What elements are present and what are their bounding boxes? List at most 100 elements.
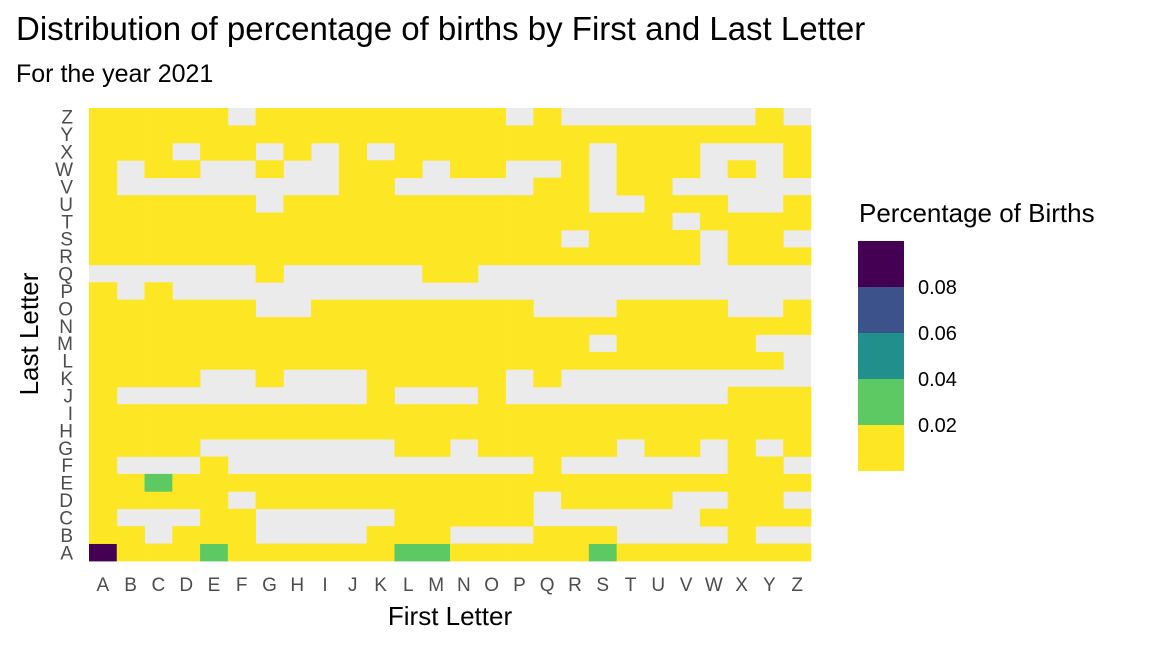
heatmap-cell (89, 282, 118, 301)
heatmap-cell (450, 334, 479, 353)
heatmap-cell (727, 351, 756, 370)
heatmap-cell (699, 543, 729, 562)
heatmap-cell (172, 108, 201, 126)
heatmap-cell (116, 439, 145, 457)
heatmap-cell (422, 247, 451, 266)
y-tick-label: O (58, 299, 73, 320)
heatmap-cell (644, 195, 673, 213)
heatmap-cell (255, 108, 284, 126)
heatmap-cell (366, 404, 395, 423)
heatmap-cell (644, 299, 673, 318)
heatmap-cell (727, 247, 756, 266)
heatmap-cell (422, 351, 451, 370)
heatmap-cell (338, 491, 368, 510)
heatmap-cell (561, 421, 590, 440)
heatmap-cell (450, 247, 479, 266)
heatmap-cell (727, 543, 756, 562)
heatmap-cell (727, 229, 756, 248)
heatmap-cell (505, 543, 534, 562)
heatmap-cell (477, 125, 506, 144)
heatmap-cell (755, 508, 784, 527)
y-tick-label: G (58, 439, 73, 460)
heatmap-cell (394, 317, 423, 335)
heatmap-cell (588, 421, 618, 440)
heatmap-cell (366, 160, 395, 179)
heatmap-cell (172, 229, 201, 248)
heatmap-cell (450, 351, 479, 370)
heatmap-cell (366, 247, 395, 266)
heatmap-cell (89, 421, 118, 440)
heatmap-cell (144, 299, 173, 318)
heatmap-cell (561, 142, 590, 161)
heatmap-cell (311, 404, 340, 423)
heatmap-cell (422, 212, 451, 231)
heatmap-cell (616, 317, 645, 335)
heatmap-cell (477, 543, 506, 562)
heatmap-cell (116, 404, 145, 423)
heatmap-cell (116, 299, 145, 318)
y-tick-label: E (60, 474, 73, 495)
heatmap-cell (311, 195, 340, 213)
heatmap-cell (422, 317, 451, 335)
heatmap-cell (116, 543, 145, 562)
heatmap-cell (394, 299, 423, 318)
heatmap-cell (450, 108, 479, 126)
heatmap-cell (144, 282, 173, 301)
x-tick-label: T (625, 575, 637, 596)
y-tick-label: I (68, 404, 73, 425)
heatmap-cell (89, 229, 118, 248)
heatmap-cell (644, 543, 673, 562)
heatmap-cell (311, 299, 340, 318)
heatmap-cell (783, 142, 812, 161)
y-tick-label: L (62, 352, 73, 373)
heatmap-cell (200, 421, 229, 440)
heatmap-cell (283, 108, 312, 126)
heatmap-cell (505, 439, 534, 457)
heatmap-cell (227, 212, 257, 231)
heatmap-cell (255, 543, 284, 562)
heatmap-cell (116, 195, 145, 213)
heatmap-cell (672, 473, 701, 492)
heatmap-cell (477, 195, 506, 213)
heatmap-cell (255, 491, 284, 510)
heatmap-cell (144, 491, 173, 510)
heatmap-cell (255, 404, 284, 423)
heatmap-cell (422, 125, 451, 144)
legend-swatch (858, 425, 904, 471)
heatmap-cell (450, 160, 479, 179)
heatmap-cell (172, 404, 201, 423)
legend-label: 0.02 (918, 415, 957, 437)
heatmap-cell (89, 543, 118, 562)
heatmap-cell (477, 247, 506, 266)
heatmap-cell (561, 212, 590, 231)
y-tick-label: B (60, 526, 73, 547)
x-tick-label: Y (763, 575, 776, 596)
heatmap-cell (394, 195, 423, 213)
heatmap-cell (450, 125, 479, 144)
heatmap-cell (727, 491, 756, 510)
heatmap-cell (450, 508, 479, 527)
heatmap-cell (699, 473, 729, 492)
heatmap-cell (561, 334, 590, 353)
heatmap-cell (144, 334, 173, 353)
heatmap-cell (200, 195, 229, 213)
heatmap-cell (616, 543, 645, 562)
heatmap-cell (144, 108, 173, 126)
heatmap-cell (283, 421, 312, 440)
y-tick-label: Y (60, 125, 73, 146)
heatmap-cell (227, 526, 257, 544)
heatmap-cell (755, 247, 784, 266)
heatmap-cell (172, 369, 201, 388)
heatmap-cell (588, 439, 618, 457)
heatmap-cell (172, 247, 201, 266)
y-tick-label: T (61, 212, 73, 233)
x-tick-label: X (735, 575, 748, 596)
heatmap-cell (727, 526, 756, 544)
heatmap-cell (172, 543, 201, 562)
legend-swatch (858, 333, 904, 379)
heatmap-cell (505, 334, 534, 353)
y-tick-label: M (57, 334, 73, 355)
heatmap-cell (394, 108, 423, 126)
x-tick-label: R (568, 575, 582, 596)
